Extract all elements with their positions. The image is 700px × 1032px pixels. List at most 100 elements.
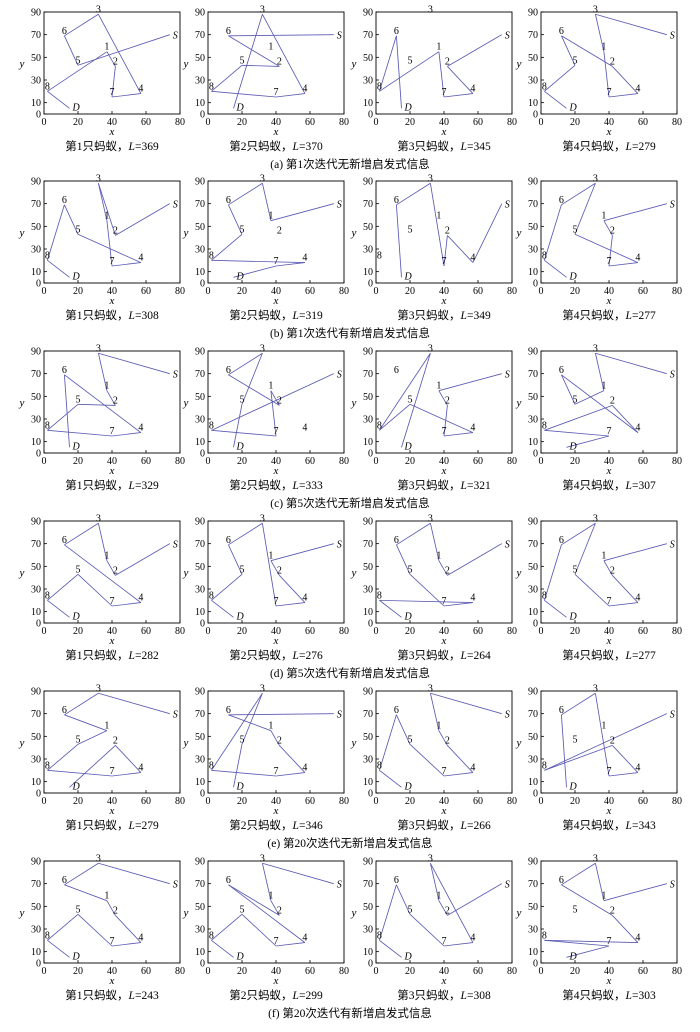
length-symbol: L: [460, 141, 467, 153]
ant-caption: 第4只蚂蚁，L=279: [562, 139, 656, 153]
y-tick-label: 50: [195, 562, 205, 573]
route-segment: [47, 429, 113, 437]
route-segment: [544, 259, 567, 278]
y-tick-label: 0: [533, 619, 538, 630]
route-segment: [543, 544, 562, 601]
node-label-5: 5: [76, 734, 81, 745]
node-label-7: 7: [607, 596, 612, 607]
x-axis-label: x: [441, 635, 447, 647]
node-label-d: D: [72, 951, 81, 962]
length-symbol: L: [292, 990, 299, 1002]
route-panel: 0 20 40 60 80 010 30 50 70 90 x y S 12 3 4 5 6 7 8 D 第3只蚂蚁，L=…: [351, 513, 517, 662]
x-axis-label: x: [606, 975, 612, 987]
y-tick-label: 50: [31, 392, 41, 403]
node-label-7: 7: [274, 766, 279, 777]
node-label-7: 7: [607, 256, 612, 267]
node-label-5: 5: [408, 904, 413, 915]
y-tick-label: 0: [200, 449, 205, 460]
x-axis-label: x: [273, 975, 279, 987]
node-label-d: D: [569, 441, 578, 452]
x-tick-label: 0: [539, 456, 544, 467]
length-symbol: L: [625, 480, 632, 492]
x-tick-label: 60: [305, 286, 315, 297]
node-label-6: 6: [226, 26, 231, 37]
x-tick-label: 0: [374, 626, 379, 637]
route-segment: [544, 599, 567, 618]
node-label-5: 5: [76, 904, 81, 915]
node-label-2: 2: [445, 905, 450, 916]
x-tick-label: 40: [439, 796, 449, 807]
route-segment: [594, 353, 605, 391]
node-label-6: 6: [62, 535, 67, 546]
x-tick-label: 20: [405, 966, 415, 977]
y-tick-label: 90: [363, 177, 373, 188]
x-tick-label: 60: [473, 626, 483, 637]
ant-label: 第4只蚂蚁，: [562, 478, 625, 492]
route-segment: [612, 575, 639, 603]
y-tick-label: 90: [31, 347, 41, 358]
y-tick-label: 90: [31, 8, 41, 19]
route-segment: [401, 353, 431, 448]
y-tick-label: 0: [36, 789, 41, 800]
x-tick-label: 60: [141, 796, 151, 807]
x-tick-label: 0: [42, 456, 47, 467]
route-panel: 0 20 40 60 80 010 30 50 70 90 x y S 12 3 4 5 6 7 8 D 第3只蚂蚁，L=…: [351, 343, 517, 492]
node-label-3: 3: [260, 173, 265, 184]
x-tick-label: 80: [507, 117, 517, 128]
y-tick-label: 30: [31, 585, 41, 596]
length-symbol: L: [460, 820, 467, 832]
y-tick-label: 50: [195, 222, 205, 233]
route-segment: [603, 203, 667, 222]
y-tick-label: 0: [368, 959, 373, 970]
route-segment: [603, 220, 613, 236]
y-tick-label: 90: [528, 8, 538, 19]
node-label-8: 8: [542, 930, 547, 941]
node-label-6: 6: [394, 705, 399, 716]
length-equals: =: [299, 310, 306, 322]
figure-row: 0 20 40 60 8001030507090xyS12345678D第1只蚂蚁，L=…: [19, 4, 682, 171]
route-segment: [64, 522, 99, 546]
y-tick-label: 90: [528, 517, 538, 528]
y-tick-label: 70: [363, 199, 373, 210]
y-tick-label: 10: [528, 437, 538, 448]
x-tick-label: 0: [374, 286, 379, 297]
node-label-s: S: [337, 540, 342, 551]
y-axis-label: y: [183, 907, 189, 919]
node-label-6: 6: [62, 195, 67, 206]
route-segment: [379, 769, 402, 788]
node-label-s: S: [337, 710, 342, 721]
node-label-6: 6: [559, 705, 564, 716]
node-label-8: 8: [542, 420, 547, 431]
route-segment: [379, 353, 431, 431]
x-tick-label: 20: [73, 796, 83, 807]
ant-caption: 第1只蚂蚁，L=329: [65, 478, 159, 492]
route-segment: [566, 435, 610, 448]
route-length: 307: [638, 480, 656, 492]
length-symbol: L: [625, 141, 632, 153]
x-tick-label: 80: [339, 456, 349, 467]
x-tick-label: 60: [305, 456, 315, 467]
y-tick-label: 90: [528, 347, 538, 358]
route-segment: [429, 863, 440, 901]
node-label-3: 3: [96, 853, 101, 864]
ant-caption: 第1只蚂蚁，L=243: [65, 988, 159, 1002]
node-label-5: 5: [76, 55, 81, 66]
route-segment: [228, 374, 280, 406]
ant-label: 第4只蚂蚁，: [562, 139, 625, 153]
route-length: 282: [141, 650, 159, 662]
x-tick-label: 80: [672, 286, 682, 297]
y-tick-label: 0: [368, 449, 373, 460]
node-label-6: 6: [62, 26, 67, 37]
node-label-5: 5: [573, 904, 578, 915]
y-tick-label: 70: [363, 879, 373, 890]
route-segment: [612, 66, 639, 94]
node-label-3: 3: [593, 343, 598, 354]
node-label-1: 1: [104, 42, 109, 53]
route-segment: [228, 713, 334, 716]
row-caption: (e) 第20次迭代无新增启发式信息: [267, 836, 432, 850]
route-segment: [396, 544, 411, 575]
node-label-7: 7: [110, 596, 115, 607]
x-tick-label: 20: [405, 456, 415, 467]
route-panel: 0 20 40 60 80 010 30 50 70 90 x y S 12 3 4 5 6 7 8 D 第4只蚂蚁，L=…: [516, 173, 682, 322]
route-segment: [574, 390, 605, 405]
